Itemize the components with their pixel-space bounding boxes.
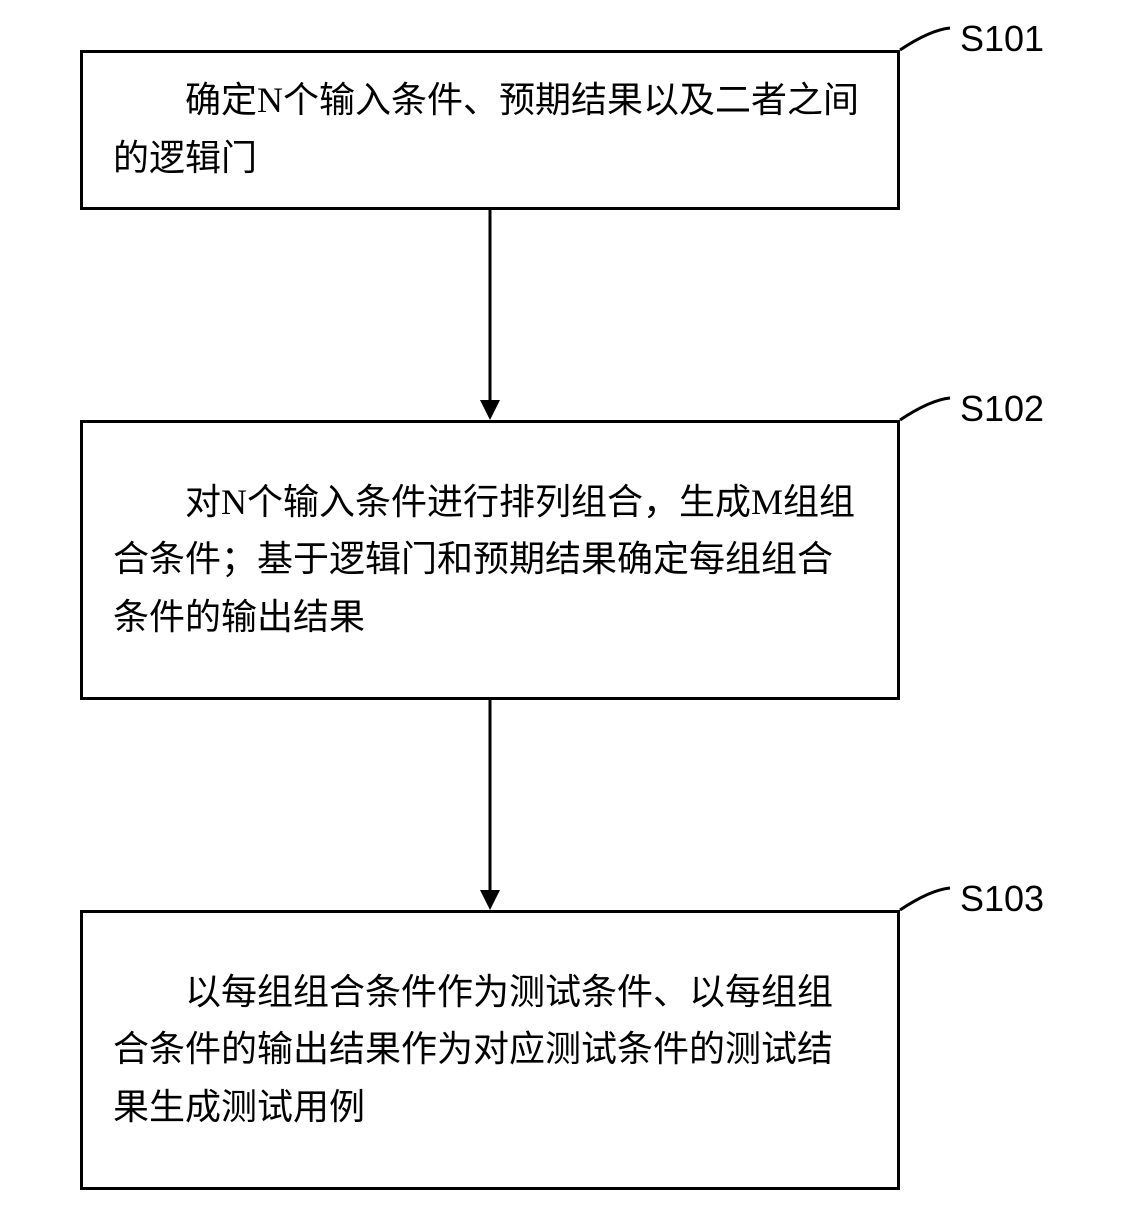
node-text-s102: 对N个输入条件进行排列组合，生成M组组合条件；基于逻辑门和预期结果确定每组组合条… [113,474,867,647]
step-label-s103: S103 [960,878,1044,920]
flowchart-node-s101: 确定N个输入条件、预期结果以及二者之间的逻辑门 [80,50,900,210]
flowchart-node-s102: 对N个输入条件进行排列组合，生成M组组合条件；基于逻辑门和预期结果确定每组组合条… [80,420,900,700]
node-text-s103: 以每组组合条件作为测试条件、以每组组合条件的输出结果作为对应测试条件的测试结果生… [113,964,867,1137]
flowchart-container: 确定N个输入条件、预期结果以及二者之间的逻辑门 S101 对N个输入条件进行排列… [0,0,1126,1223]
step-label-s102: S102 [960,388,1044,430]
node-text-s101: 确定N个输入条件、预期结果以及二者之间的逻辑门 [113,72,867,187]
step-label-s101: S101 [960,18,1044,60]
flowchart-node-s103: 以每组组合条件作为测试条件、以每组组合条件的输出结果作为对应测试条件的测试结果生… [80,910,900,1190]
